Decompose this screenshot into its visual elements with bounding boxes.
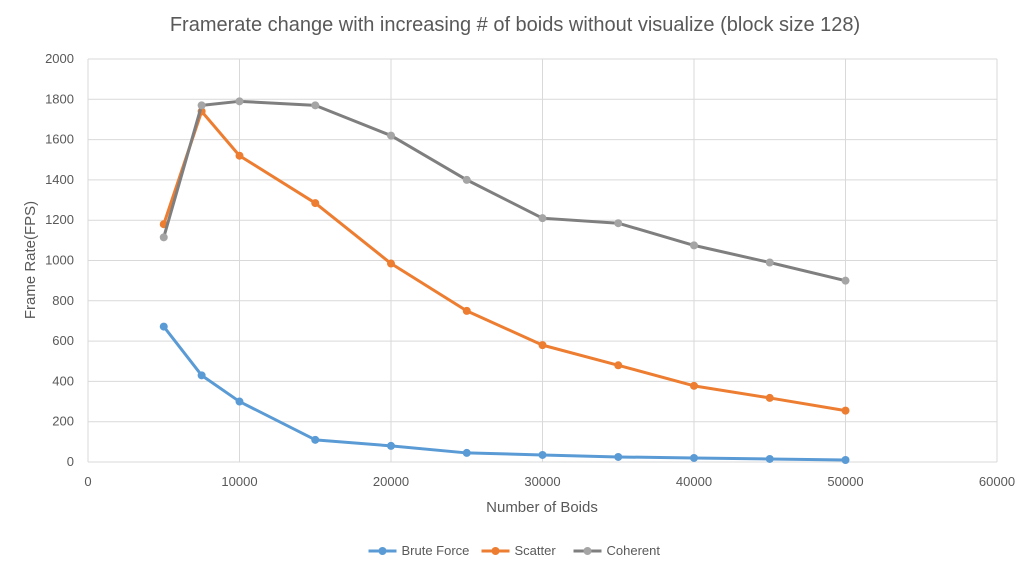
x-tick-label: 10000 [221, 474, 257, 489]
y-tick-label: 1200 [45, 212, 74, 227]
data-point-brute-force [159, 322, 168, 331]
y-tick-label: 400 [52, 373, 74, 388]
legend-label: Coherent [607, 543, 661, 558]
y-tick-label: 1400 [45, 172, 74, 187]
data-point-brute-force [462, 448, 471, 457]
data-point-scatter [841, 406, 850, 415]
data-point-coherent [841, 276, 850, 285]
data-point-coherent [614, 219, 623, 228]
y-tick-label: 2000 [45, 51, 74, 66]
data-point-coherent [387, 131, 395, 140]
data-point-brute-force [311, 435, 320, 444]
data-point-scatter [538, 341, 547, 350]
y-tick-label: 800 [52, 293, 74, 308]
data-point-coherent [538, 214, 547, 223]
y-tick-label: 1000 [45, 253, 74, 268]
data-point-coherent [462, 175, 471, 184]
series-line-coherent [162, 99, 847, 283]
data-point-scatter [765, 393, 774, 402]
data-point-coherent [765, 258, 774, 267]
y-tick-label: 0 [67, 454, 74, 469]
y-axis-label: Frame Rate(FPS) [22, 201, 39, 319]
data-point-scatter [387, 259, 395, 268]
gridlines [87, 58, 998, 463]
data-point-brute-force [841, 455, 850, 464]
y-tick-label: 600 [52, 333, 74, 348]
series-lines [159, 97, 850, 464]
y-tick-label: 200 [52, 414, 74, 429]
legend-point-marker [583, 547, 592, 555]
series-brute-force [159, 322, 850, 464]
x-axis-label: Number of Boids [486, 499, 598, 516]
x-tick-label: 20000 [373, 474, 409, 489]
data-point-scatter [614, 361, 623, 370]
data-point-brute-force [197, 371, 206, 380]
data-point-scatter [462, 306, 471, 315]
data-point-coherent [197, 101, 206, 110]
legend-point-marker [491, 547, 500, 555]
data-point-coherent [690, 241, 698, 250]
x-tick-label: 50000 [827, 474, 863, 489]
data-point-brute-force [235, 397, 244, 406]
legend-label: Scatter [515, 543, 557, 558]
data-point-scatter [690, 381, 698, 390]
legend: Brute Force Scatter Coherent [368, 543, 661, 558]
data-point-brute-force [765, 454, 774, 463]
legend-point-marker [378, 547, 387, 555]
legend-label: Brute Force [402, 543, 470, 558]
legend-item: Coherent [573, 543, 661, 558]
series-scatter [159, 107, 850, 415]
data-point-scatter [311, 199, 320, 208]
data-point-coherent [311, 101, 320, 110]
y-tick-label: 1600 [45, 132, 74, 147]
data-point-brute-force [538, 450, 547, 459]
x-tick-label: 60000 [979, 474, 1015, 489]
x-tick-label: 30000 [524, 474, 560, 489]
legend-item: Brute Force [368, 543, 470, 558]
series-line-scatter [162, 109, 847, 413]
data-point-brute-force [387, 441, 395, 450]
legend-item: Scatter [481, 543, 557, 558]
x-tick-label: 40000 [676, 474, 712, 489]
series-coherent [159, 97, 850, 285]
data-point-scatter [235, 151, 244, 160]
data-point-coherent [235, 97, 244, 106]
chart-title: Framerate change with increasing # of bo… [170, 14, 860, 36]
data-point-brute-force [690, 453, 698, 462]
x-tick-label: 0 [84, 474, 91, 489]
y-tick-label: 1800 [45, 91, 74, 106]
data-point-coherent [159, 233, 168, 242]
data-point-brute-force [614, 452, 623, 461]
